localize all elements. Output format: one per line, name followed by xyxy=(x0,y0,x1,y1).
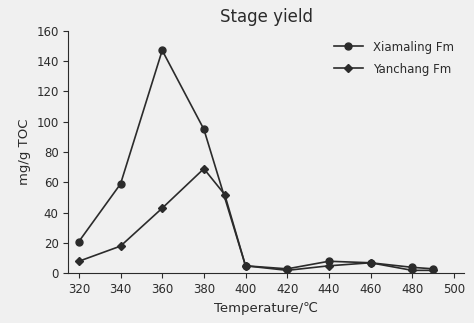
Title: Stage yield: Stage yield xyxy=(220,8,313,26)
Xiamaling Fm xyxy=(410,266,415,269)
Yanchang Fm xyxy=(243,264,248,268)
Yanchang Fm xyxy=(430,268,436,272)
Xiamaling Fm xyxy=(326,259,332,263)
Line: Yanchang Fm: Yanchang Fm xyxy=(76,166,436,273)
Legend: Xiamaling Fm, Yanchang Fm: Xiamaling Fm, Yanchang Fm xyxy=(329,36,458,80)
Xiamaling Fm xyxy=(284,267,290,271)
Yanchang Fm xyxy=(368,261,374,265)
Yanchang Fm xyxy=(159,206,165,210)
Xiamaling Fm xyxy=(430,267,436,271)
Yanchang Fm xyxy=(201,167,207,171)
Yanchang Fm xyxy=(410,268,415,272)
Y-axis label: mg/g TOC: mg/g TOC xyxy=(18,119,31,185)
Xiamaling Fm xyxy=(368,261,374,265)
Line: Xiamaling Fm: Xiamaling Fm xyxy=(75,47,437,272)
Xiamaling Fm xyxy=(201,127,207,131)
Yanchang Fm xyxy=(118,244,123,248)
Xiamaling Fm xyxy=(159,48,165,52)
Yanchang Fm xyxy=(222,193,228,196)
Yanchang Fm xyxy=(76,259,82,263)
X-axis label: Temperature/℃: Temperature/℃ xyxy=(214,302,319,315)
Yanchang Fm xyxy=(326,264,332,268)
Xiamaling Fm xyxy=(243,264,248,268)
Yanchang Fm xyxy=(284,268,290,272)
Xiamaling Fm xyxy=(76,240,82,244)
Xiamaling Fm xyxy=(118,182,123,186)
